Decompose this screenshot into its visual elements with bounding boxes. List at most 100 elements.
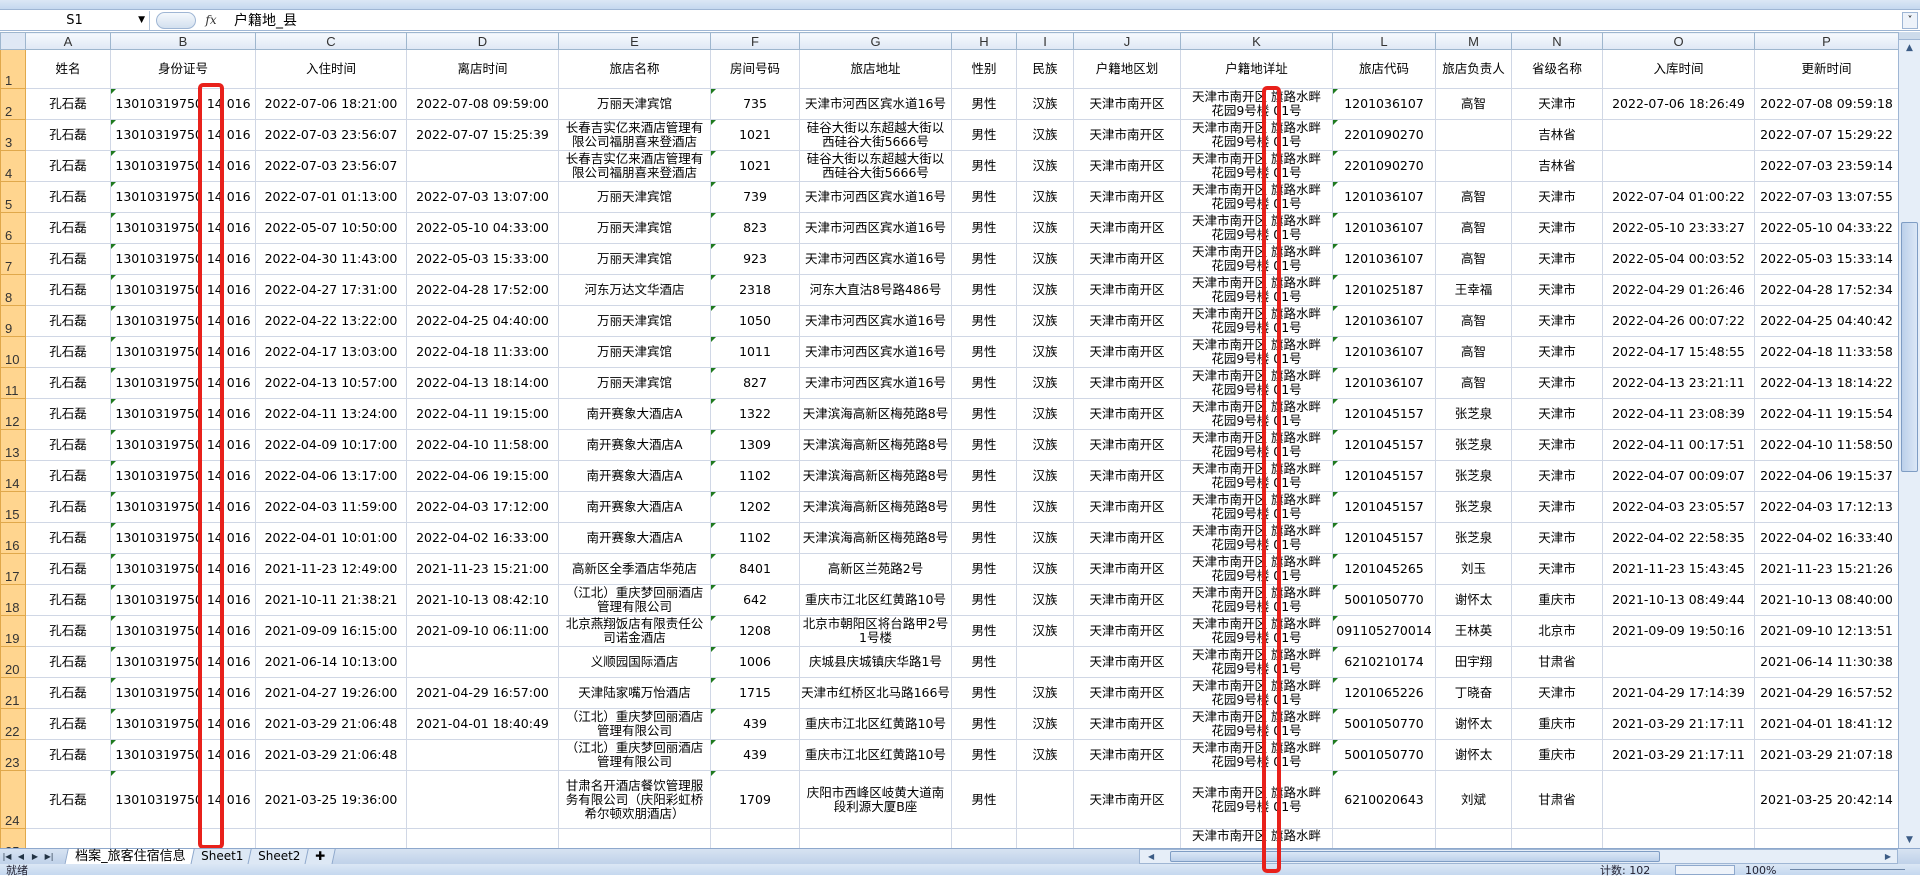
- cell-M[interactable]: 谢怀太: [1435, 584, 1512, 616]
- cell-L[interactable]: 1201045157: [1332, 522, 1436, 554]
- header-cell[interactable]: 户籍地详址: [1180, 49, 1333, 89]
- cell-O[interactable]: 2021-04-29 17:14:39: [1602, 677, 1755, 709]
- header-cell[interactable]: 户籍地区划: [1073, 49, 1181, 89]
- cell-N[interactable]: 重庆市: [1511, 739, 1603, 771]
- cell-P[interactable]: 2022-07-03 13:07:55: [1754, 181, 1898, 213]
- column-header-J[interactable]: J: [1073, 32, 1181, 50]
- cell-K[interactable]: 天津市南开区 旗路水畔 花园9号楼 01号: [1180, 708, 1333, 740]
- cell-P[interactable]: 2022-05-10 04:33:22: [1754, 212, 1898, 244]
- cell-I[interactable]: 汉族: [1016, 460, 1074, 492]
- cell-B[interactable]: 13010319750 14 016: [110, 367, 256, 399]
- cell-L[interactable]: 6210020643: [1332, 770, 1436, 829]
- next-sheet-icon[interactable]: ▶: [31, 852, 39, 861]
- cell-K[interactable]: 天津市南开区 旗路水畔 花园9号楼 01号: [1180, 181, 1333, 213]
- cell-M[interactable]: 高智: [1435, 336, 1512, 368]
- column-header-O[interactable]: O: [1602, 32, 1755, 50]
- cell-J[interactable]: 天津市南开区: [1073, 460, 1181, 492]
- name-box[interactable]: S1 ▼: [0, 10, 150, 30]
- cell-H[interactable]: 男性: [951, 615, 1017, 647]
- cell-O[interactable]: 2022-04-11 23:08:39: [1602, 398, 1755, 430]
- cell-J[interactable]: 天津市南开区: [1073, 336, 1181, 368]
- cell-L[interactable]: 6210210174: [1332, 646, 1436, 678]
- cell-K[interactable]: 天津市南开区 旗路水畔 花园9号楼 01号: [1180, 274, 1333, 306]
- cell-I[interactable]: 汉族: [1016, 739, 1074, 771]
- cell-M[interactable]: 张芝泉: [1435, 522, 1512, 554]
- cell-M[interactable]: 高智: [1435, 181, 1512, 213]
- cell-J[interactable]: 天津市南开区: [1073, 398, 1181, 430]
- cell-B[interactable]: 13010319750 14 016: [110, 677, 256, 709]
- insert-function-button[interactable]: fx: [205, 13, 217, 27]
- cell-H[interactable]: [951, 828, 1017, 848]
- cell-P[interactable]: 2021-10-13 08:40:00: [1754, 584, 1898, 616]
- row-header[interactable]: 17: [0, 553, 26, 585]
- cell-H[interactable]: 男性: [951, 212, 1017, 244]
- cell-N[interactable]: 天津市: [1511, 181, 1603, 213]
- cell-J[interactable]: 天津市南开区: [1073, 150, 1181, 182]
- cell-A[interactable]: 孔石磊: [25, 181, 111, 213]
- cell-I[interactable]: 汉族: [1016, 398, 1074, 430]
- column-header-A[interactable]: A: [25, 32, 111, 50]
- cell-C[interactable]: 2022-04-01 10:01:00: [255, 522, 407, 554]
- cell-M[interactable]: 丁晓奋: [1435, 677, 1512, 709]
- cell-B[interactable]: 13010319750 14 016: [110, 398, 256, 430]
- cell-G[interactable]: 天津市河西区宾水道16号: [799, 305, 952, 337]
- cell-A[interactable]: 孔石磊: [25, 739, 111, 771]
- cell-N[interactable]: 天津市: [1511, 367, 1603, 399]
- header-cell[interactable]: 房间号码: [710, 49, 800, 89]
- cell-M[interactable]: [1435, 119, 1512, 151]
- cell-A[interactable]: 孔石磊: [25, 88, 111, 120]
- cell-N[interactable]: 天津市: [1511, 336, 1603, 368]
- cell-D[interactable]: 2022-04-06 19:15:00: [406, 460, 559, 492]
- cell-K[interactable]: 天津市南开区 旗路水畔 花园9号楼 01号: [1180, 212, 1333, 244]
- cell-K[interactable]: 天津市南开区 旗路水畔 花园9号楼 01号: [1180, 243, 1333, 275]
- split-handle[interactable]: [1899, 32, 1920, 40]
- cell-L[interactable]: 1201036107: [1332, 336, 1436, 368]
- column-header-C[interactable]: C: [255, 32, 407, 50]
- cell-F[interactable]: 1011: [710, 336, 800, 368]
- cell-M[interactable]: 张芝泉: [1435, 429, 1512, 461]
- cell-H[interactable]: 男性: [951, 398, 1017, 430]
- cell-F[interactable]: 1021: [710, 150, 800, 182]
- chevron-down-icon[interactable]: ▼: [138, 15, 145, 25]
- row-header[interactable]: 8: [0, 274, 26, 306]
- cell-P[interactable]: 2022-04-03 17:12:13: [1754, 491, 1898, 523]
- header-cell[interactable]: 旅店负责人: [1435, 49, 1512, 89]
- cell-N[interactable]: 甘肃省: [1511, 770, 1603, 829]
- cell-N[interactable]: 天津市: [1511, 491, 1603, 523]
- cell-F[interactable]: 739: [710, 181, 800, 213]
- cell-J[interactable]: 天津市南开区: [1073, 367, 1181, 399]
- cell-G[interactable]: 庆阳市西峰区岐黄大道南段利源大厦B座: [799, 770, 952, 829]
- cell-N[interactable]: 甘肃省: [1511, 646, 1603, 678]
- cell-N[interactable]: 吉林省: [1511, 119, 1603, 151]
- cell-A[interactable]: 孔石磊: [25, 119, 111, 151]
- cell-I[interactable]: 汉族: [1016, 305, 1074, 337]
- cell-F[interactable]: 1006: [710, 646, 800, 678]
- cell-I[interactable]: 汉族: [1016, 553, 1074, 585]
- cell-J[interactable]: 天津市南开区: [1073, 119, 1181, 151]
- cell-N[interactable]: 天津市: [1511, 429, 1603, 461]
- cell-N[interactable]: 天津市: [1511, 88, 1603, 120]
- cell-D[interactable]: [406, 150, 559, 182]
- cell-M[interactable]: 张芝泉: [1435, 491, 1512, 523]
- cell-I[interactable]: 汉族: [1016, 119, 1074, 151]
- cell-N[interactable]: 天津市: [1511, 305, 1603, 337]
- cell-F[interactable]: 1102: [710, 460, 800, 492]
- row-header[interactable]: 11: [0, 367, 26, 399]
- cell-N[interactable]: 天津市: [1511, 274, 1603, 306]
- cell-N[interactable]: 重庆市: [1511, 708, 1603, 740]
- cell-E[interactable]: 万丽天津宾馆: [558, 336, 711, 368]
- insert-sheet-button[interactable]: ✚: [304, 848, 336, 865]
- cell-P[interactable]: 2021-04-01 18:41:12: [1754, 708, 1898, 740]
- cell-O[interactable]: [1602, 646, 1755, 678]
- cell-E[interactable]: 河东万达文华酒店: [558, 274, 711, 306]
- cell-K[interactable]: 天津市南开区 旗路水畔 花园9号楼 01号: [1180, 367, 1333, 399]
- cell-E[interactable]: （江北）重庆梦回丽酒店管理有限公司: [558, 708, 711, 740]
- cell-P[interactable]: 2021-04-29 16:57:52: [1754, 677, 1898, 709]
- cell-O[interactable]: 2021-03-29 21:17:11: [1602, 708, 1755, 740]
- cell-C[interactable]: 2021-11-23 12:49:00: [255, 553, 407, 585]
- row-header[interactable]: 5: [0, 181, 26, 213]
- cell-D[interactable]: [406, 770, 559, 829]
- cell-C[interactable]: [255, 828, 407, 848]
- zoom-slider[interactable]: [1790, 869, 1905, 870]
- cell-B[interactable]: 13010319750 14 016: [110, 119, 256, 151]
